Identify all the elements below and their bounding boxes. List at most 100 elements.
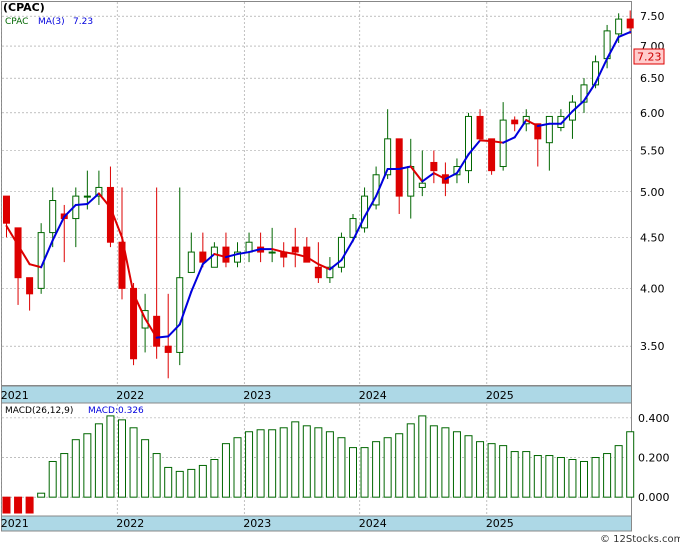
candle-down (430, 161, 438, 172)
ma3-segment (86, 192, 100, 206)
macd-bar (94, 423, 103, 498)
macd-bar (510, 451, 519, 498)
candle-up (384, 138, 392, 176)
macd-bar (48, 460, 57, 498)
macd-x-tick: 2024 (359, 517, 387, 530)
macd-x-tick: 2021 (1, 517, 29, 530)
candle-down (291, 246, 299, 253)
price-x-tick: 2023 (243, 389, 271, 402)
macd-bar (141, 439, 150, 498)
macd-bar (614, 445, 623, 498)
price-tag-box (633, 48, 665, 65)
ma3-segment (559, 110, 574, 125)
candle-up (580, 84, 588, 103)
candle-up (337, 236, 345, 268)
ma3-segment (606, 35, 620, 60)
ma3-segment (294, 253, 308, 259)
ma3-segment (490, 140, 505, 144)
ma3-segment (178, 290, 193, 326)
macd-y-tick: 0.400 (638, 412, 670, 425)
ma3-segment (455, 153, 470, 175)
price-x-tick: 2025 (486, 389, 514, 402)
macd-legend-name: MACD(26,12,9) (5, 406, 73, 416)
macd-bar (129, 427, 138, 498)
ma3-segment (421, 172, 435, 183)
macd-bar (210, 459, 219, 498)
macd-y-tick: 0.000 (638, 491, 670, 504)
macd-bar (14, 496, 23, 514)
macd-bar (395, 433, 404, 498)
ma3-segment (190, 263, 204, 293)
macd-bar (545, 455, 554, 498)
ma3-segment (132, 292, 147, 320)
ma3-segment (583, 81, 597, 102)
candle-down (303, 246, 311, 263)
macd-bar (2, 496, 11, 514)
macd-bar (533, 455, 542, 498)
candle-up (418, 182, 426, 188)
macd-bar (372, 441, 381, 498)
price-axis-band (1, 385, 632, 404)
macd-bar (556, 457, 565, 498)
ma3-segment (97, 192, 112, 209)
candle-up (83, 195, 91, 198)
ma3-segment (121, 236, 135, 295)
chart-title: (CPAC) (3, 1, 45, 14)
macd-bar (591, 457, 600, 498)
candle-up (592, 61, 600, 86)
macd-axis-band (1, 515, 632, 532)
price-x-tick: 2024 (359, 389, 387, 402)
candle-down (26, 277, 34, 295)
macd-bar (25, 496, 34, 514)
price-y-tick: 4.00 (640, 282, 665, 295)
macd-bar (626, 431, 635, 498)
macd-bar (152, 453, 161, 498)
macd-bar (175, 470, 184, 498)
macd-bar (429, 425, 438, 498)
legend-ma-label: MA(3) (38, 17, 65, 27)
ma3-segment (513, 119, 528, 139)
ma3-segment (144, 317, 158, 339)
macd-bar (245, 431, 254, 498)
candle-down (130, 287, 138, 360)
ma3-segment (571, 99, 585, 113)
price-tag: 7.23 (637, 51, 662, 64)
macd-bar (499, 445, 508, 498)
ma3-segment (432, 172, 447, 180)
macd-bar (279, 427, 288, 498)
candle-down (314, 266, 322, 279)
macd-bar (452, 431, 461, 498)
macd-bar (118, 419, 126, 498)
candle-up (349, 218, 357, 238)
candle-up (465, 115, 472, 172)
macd-bar (291, 421, 300, 498)
macd-bar (268, 429, 277, 498)
macd-bar (314, 427, 323, 498)
macd-bar (418, 415, 427, 498)
ma3-segment (109, 206, 123, 239)
macd-bar (37, 492, 46, 498)
ma3-segment (28, 263, 43, 269)
candle-up (453, 166, 461, 176)
candle-up (545, 115, 553, 144)
macd-bar (71, 439, 80, 498)
candle-down (511, 119, 519, 125)
ma3-segment (74, 203, 89, 206)
price-y-tick: 5.50 (640, 144, 665, 157)
macd-bar (603, 453, 612, 498)
ma3-segment (398, 165, 412, 170)
macd-bar (406, 423, 415, 498)
macd-bar (441, 427, 450, 498)
candle-down (395, 138, 403, 197)
candle-down (626, 18, 634, 29)
ma3-segment (236, 251, 251, 256)
macd-bar (60, 453, 69, 498)
ma3-segment (224, 253, 239, 259)
macd-bar (233, 437, 242, 498)
candle-down (153, 315, 161, 347)
macd-legend-value: MACD:0.326 (88, 406, 144, 416)
ma3-segment (167, 323, 181, 338)
macd-y-tick: 0.200 (638, 452, 670, 465)
candle-down (476, 115, 484, 140)
macd-bar (164, 466, 173, 498)
